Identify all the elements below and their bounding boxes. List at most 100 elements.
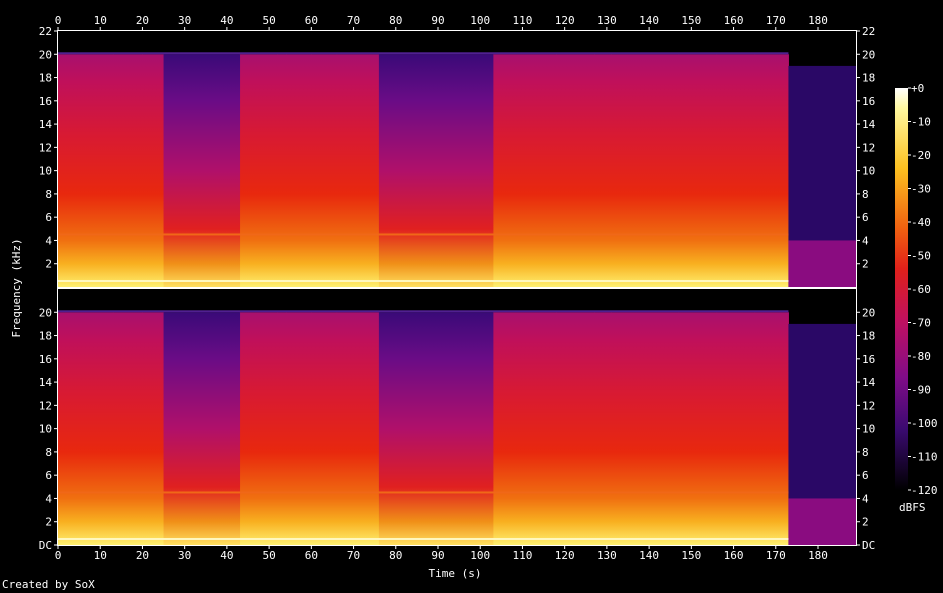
- spectrum-cutoff-edge: [58, 52, 789, 55]
- y-tick-label: 18: [39, 330, 52, 343]
- y-tick-label: 6: [862, 469, 869, 482]
- y-tick-label: 20: [39, 48, 52, 61]
- colorbar-tick-label: -50: [911, 250, 931, 263]
- spectrum-segment-bright: [336, 54, 380, 287]
- y-tick-label: 8: [45, 188, 52, 201]
- x-tick-label: 50: [262, 14, 275, 27]
- spectrogram-channel-2: [57, 288, 857, 546]
- spectrum-segment-bright: [142, 312, 165, 545]
- spectrum-segment-bright: [611, 312, 680, 545]
- y-tick-label: 20: [862, 48, 875, 61]
- panel-frame: [57, 288, 857, 546]
- x-tick-label: 50: [262, 549, 275, 562]
- x-tick-label: 80: [389, 14, 402, 27]
- y-tick-label: 14: [39, 376, 53, 389]
- y-tick-label: 10: [862, 165, 875, 178]
- x-tick-label: 40: [220, 14, 233, 27]
- spectrum-segment-bright: [556, 312, 595, 545]
- spectrum-segment-bright: [142, 54, 165, 287]
- x-tick-label: 140: [639, 14, 659, 27]
- colorbar-tick-label: -40: [911, 216, 931, 229]
- spectrum-bass-line: [58, 538, 789, 541]
- y-tick-label: 20: [39, 306, 52, 319]
- spectrum-segment-bright: [277, 54, 287, 287]
- y-tick-label: 2: [45, 258, 52, 271]
- x-tick-label: 170: [766, 14, 786, 27]
- colorbar-tick-label: -10: [911, 116, 931, 129]
- x-tick-label: 130: [597, 14, 617, 27]
- colorbar-ticks: +0 -10 -20 -30 -40 -50 -60 -70 -80 -90 -100 -110 -12…: [908, 82, 938, 497]
- x-tick-label: 170: [766, 549, 786, 562]
- colorbar: [895, 88, 908, 490]
- x-tick-label: 150: [681, 14, 701, 27]
- x-tick-label: 140: [639, 549, 659, 562]
- x-tick-label: 10: [94, 14, 107, 27]
- spectrum-segment-bright: [492, 54, 557, 287]
- y-tick-label: 12: [39, 141, 52, 154]
- spectrum-segment-bright: [286, 54, 312, 287]
- y-tick-label: 12: [862, 399, 875, 412]
- x-tick-label: 100: [470, 549, 490, 562]
- x-tick-label: 120: [555, 549, 575, 562]
- y-tick-label: 4: [862, 234, 869, 247]
- y-tick-label: 10: [862, 423, 875, 436]
- y-tick-label: 18: [862, 330, 875, 343]
- spectrum-segment-bright: [556, 54, 595, 287]
- colorbar-tick-label: -100: [911, 417, 938, 430]
- y-tick-label: 4: [862, 492, 869, 505]
- x-tick-label: 160: [724, 549, 744, 562]
- colorbar-tick-label: -80: [911, 350, 931, 363]
- x-tick-label: 100: [470, 14, 490, 27]
- x-tick-label: 80: [389, 549, 402, 562]
- y-tick-label: 10: [39, 165, 52, 178]
- y-tick-label: 14: [862, 376, 876, 389]
- x-tick-label: 10: [94, 549, 107, 562]
- spectrum-segment-dim: [163, 312, 241, 545]
- spectrum-segment-bright: [492, 312, 557, 545]
- axes: 0 0 10 10 20 20 30 30 40 40 50 50 60 60 70 70 80 80 90 90 10…: [39, 14, 876, 562]
- y-tick-label: 4: [45, 234, 52, 247]
- spectrum-segment-bright: [58, 312, 114, 545]
- colorbar-tick-label: -60: [911, 283, 931, 296]
- x-tick-label: 70: [347, 14, 360, 27]
- y-tick-label: 14: [39, 118, 53, 131]
- spectrum-segment-bright: [239, 312, 279, 545]
- y-tick-label: 12: [862, 141, 875, 154]
- x-tick-label: 40: [220, 549, 233, 562]
- x-tick-label: 60: [305, 549, 318, 562]
- y-tick-label: DC: [39, 539, 52, 552]
- spectrum-segment-bright: [277, 312, 287, 545]
- colorbar-label: dBFS: [899, 501, 926, 514]
- colorbar-tick-label: -30: [911, 183, 931, 196]
- x-tick-label: 60: [305, 14, 318, 27]
- x-tick-label: 20: [136, 14, 149, 27]
- x-tick-label: 180: [808, 14, 828, 27]
- colorbar-tick-label: -70: [911, 317, 931, 330]
- y-tick-label: 2: [862, 258, 869, 271]
- y-tick-label: 8: [45, 446, 52, 459]
- colorbar-tick-label: -90: [911, 384, 931, 397]
- y-tick-label: DC: [862, 539, 875, 552]
- spectrum-segment-bright: [754, 54, 789, 287]
- x-tick-label: 70: [347, 549, 360, 562]
- x-tick-label: 110: [513, 549, 533, 562]
- spectrum-segment-dim: [378, 54, 494, 287]
- x-tick-label: 130: [597, 549, 617, 562]
- x-tick-label: 20: [136, 549, 149, 562]
- spectrum-segment-bright: [112, 312, 143, 545]
- spectrum-segment-bright: [58, 54, 114, 287]
- spectrum-segment-bright: [336, 312, 380, 545]
- y-tick-label: 6: [862, 211, 869, 224]
- spectrum-segment-bright: [678, 312, 718, 545]
- spectrum-tone-line: [58, 233, 789, 236]
- spectrum-segment-bright: [716, 54, 756, 287]
- footer-credit: Created by SoX: [2, 578, 95, 591]
- colorbar-tick-label: -20: [911, 149, 931, 162]
- y-tick-label: 16: [39, 353, 52, 366]
- spectrum-segment-dim: [163, 54, 241, 287]
- spectrum-segment-bright: [754, 312, 789, 545]
- y-tick-label: 2: [862, 516, 869, 529]
- y-tick-label: 6: [45, 469, 52, 482]
- colorbar-tick-label: -120: [911, 484, 938, 497]
